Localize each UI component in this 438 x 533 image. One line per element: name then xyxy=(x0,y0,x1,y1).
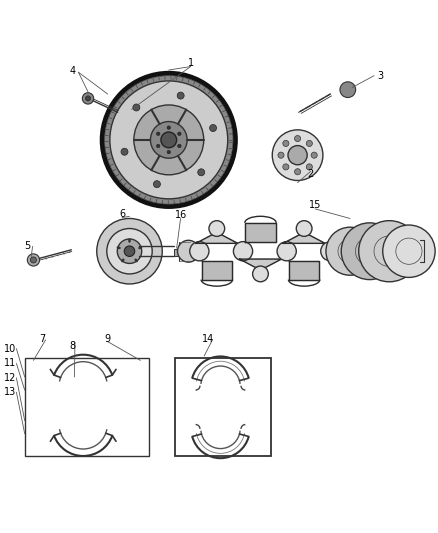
Circle shape xyxy=(341,223,398,280)
Circle shape xyxy=(321,241,340,261)
Circle shape xyxy=(121,148,128,155)
Circle shape xyxy=(105,76,233,204)
Circle shape xyxy=(124,246,135,256)
Text: 2: 2 xyxy=(307,169,314,179)
Circle shape xyxy=(167,126,170,130)
Circle shape xyxy=(383,225,435,277)
Text: 15: 15 xyxy=(309,200,321,211)
Bar xyxy=(25,358,149,456)
Circle shape xyxy=(306,140,312,147)
Circle shape xyxy=(27,254,39,266)
Circle shape xyxy=(296,221,312,236)
Circle shape xyxy=(101,72,237,207)
Circle shape xyxy=(311,152,317,158)
Circle shape xyxy=(177,92,184,99)
Circle shape xyxy=(107,229,152,274)
Polygon shape xyxy=(245,223,276,241)
Bar xyxy=(175,358,272,456)
Circle shape xyxy=(253,266,268,282)
Circle shape xyxy=(294,169,300,175)
Circle shape xyxy=(340,82,356,98)
Circle shape xyxy=(167,150,170,154)
Circle shape xyxy=(85,96,91,101)
Circle shape xyxy=(110,81,228,199)
Circle shape xyxy=(306,164,312,170)
Text: 11: 11 xyxy=(4,358,16,368)
Text: 9: 9 xyxy=(105,334,111,344)
Circle shape xyxy=(161,132,177,148)
Text: 16: 16 xyxy=(174,210,187,220)
Circle shape xyxy=(153,181,160,188)
Circle shape xyxy=(233,241,253,261)
Circle shape xyxy=(156,132,160,135)
Circle shape xyxy=(283,140,289,147)
Polygon shape xyxy=(201,261,232,280)
Circle shape xyxy=(133,104,140,111)
Circle shape xyxy=(177,240,199,262)
Text: 8: 8 xyxy=(70,341,76,351)
Text: 13: 13 xyxy=(4,387,16,397)
Polygon shape xyxy=(289,261,319,280)
Circle shape xyxy=(178,144,181,148)
Polygon shape xyxy=(283,235,325,244)
Text: 6: 6 xyxy=(119,209,125,219)
Text: 7: 7 xyxy=(39,334,45,344)
Circle shape xyxy=(359,221,420,282)
Circle shape xyxy=(209,125,216,132)
Circle shape xyxy=(198,169,205,176)
Text: 3: 3 xyxy=(378,71,384,80)
Text: 1: 1 xyxy=(187,59,194,68)
Circle shape xyxy=(288,146,307,165)
Text: 14: 14 xyxy=(202,334,214,344)
Circle shape xyxy=(190,241,209,261)
Circle shape xyxy=(326,227,374,275)
Text: 4: 4 xyxy=(70,66,76,76)
Polygon shape xyxy=(240,259,282,268)
Circle shape xyxy=(277,241,296,261)
Circle shape xyxy=(283,164,289,170)
Circle shape xyxy=(82,93,94,104)
Circle shape xyxy=(278,152,284,158)
Text: 12: 12 xyxy=(4,373,17,383)
Circle shape xyxy=(117,239,142,263)
Circle shape xyxy=(178,132,181,135)
Circle shape xyxy=(294,135,300,142)
Circle shape xyxy=(156,144,160,148)
Text: 5: 5 xyxy=(24,240,30,251)
Circle shape xyxy=(272,130,323,181)
Circle shape xyxy=(97,219,162,284)
Circle shape xyxy=(30,257,36,263)
Bar xyxy=(174,248,179,256)
Circle shape xyxy=(134,105,204,175)
Circle shape xyxy=(150,122,187,158)
Text: 10: 10 xyxy=(4,344,16,353)
Polygon shape xyxy=(196,235,238,244)
Circle shape xyxy=(209,221,225,236)
